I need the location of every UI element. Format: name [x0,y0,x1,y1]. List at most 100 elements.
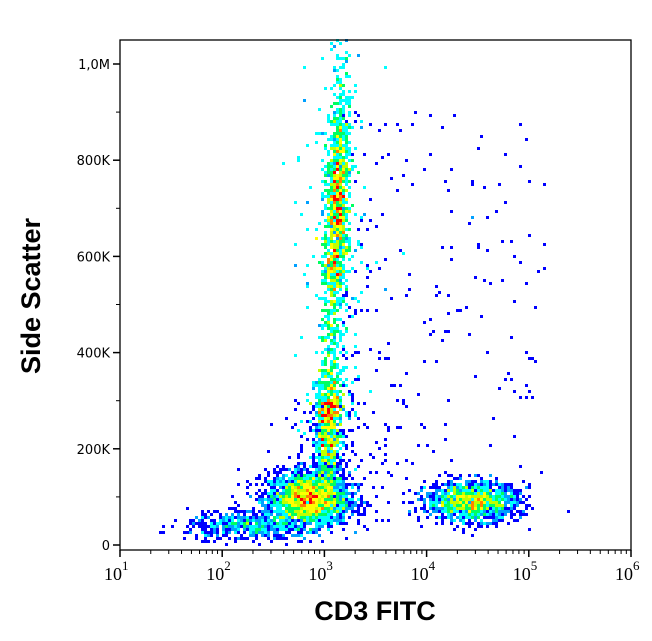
density-cell [321,459,324,462]
density-cell [342,222,345,225]
density-cell [252,513,255,516]
density-cell [327,483,330,486]
density-cell [336,504,339,507]
density-cell [276,480,279,483]
density-cell [330,342,333,345]
density-cell [462,522,465,525]
density-cell [231,522,234,525]
density-cell [360,120,363,123]
density-cell [327,174,330,177]
density-cell [279,519,282,522]
density-cell [330,258,333,261]
density-cell [321,486,324,489]
density-cell [276,492,279,495]
density-cell [336,198,339,201]
density-cell [297,507,300,510]
density-cell [351,477,354,480]
density-cell [231,525,234,528]
density-cell [330,447,333,450]
density-cell [336,372,339,375]
density-cell [324,315,327,318]
density-cell [339,447,342,450]
density-cell [348,237,351,240]
density-cell [234,507,237,510]
density-cell [348,501,351,504]
density-cell [297,489,300,492]
density-cell [285,495,288,498]
density-cell [213,522,216,525]
density-cell [321,351,324,354]
density-cell [333,243,336,246]
density-cell [540,471,543,474]
density-cell [375,471,378,474]
density-cell [327,465,330,468]
density-cell [474,501,477,504]
density-cell [450,258,453,261]
density-cell [297,477,300,480]
density-cell [264,468,267,471]
density-cell [231,507,234,510]
density-cell [342,258,345,261]
density-cell [222,528,225,531]
density-cell [321,210,324,213]
density-cell [327,414,330,417]
density-cell [270,540,273,543]
density-cell [381,213,384,216]
density-cell [360,219,363,222]
density-cell [288,495,291,498]
density-cell [342,180,345,183]
density-cell [336,261,339,264]
density-cell [267,531,270,534]
density-cell [459,477,462,480]
density-cell [285,486,288,489]
density-cell [273,489,276,492]
density-cell [270,528,273,531]
density-cell [345,162,348,165]
density-cell [327,438,330,441]
density-cell [438,498,441,501]
density-cell [249,528,252,531]
density-cell [246,492,249,495]
density-cell [234,522,237,525]
density-cell [246,519,249,522]
density-cell [270,495,273,498]
density-cell [345,177,348,180]
density-cell [420,507,423,510]
density-cell [339,243,342,246]
density-cell [450,495,453,498]
density-cell [162,531,165,534]
density-cell [405,294,408,297]
density-cell [312,453,315,456]
density-cell [321,399,324,402]
density-cell [342,393,345,396]
density-cell [279,507,282,510]
density-cell [330,510,333,513]
density-cell [354,411,357,414]
density-cell [306,501,309,504]
density-cell [330,435,333,438]
density-cell [339,501,342,504]
density-cell [450,210,453,213]
density-cell [285,525,288,528]
density-cell [330,504,333,507]
density-cell [321,465,324,468]
density-cell [351,396,354,399]
density-cell [324,522,327,525]
density-cell [351,483,354,486]
density-cell [468,489,471,492]
density-cell [330,303,333,306]
density-cell [342,195,345,198]
density-cell [327,411,330,414]
density-cell [405,405,408,408]
density-cell [309,456,312,459]
density-cell [306,393,309,396]
density-cell [315,228,318,231]
density-cell [399,384,402,387]
density-cell [492,510,495,513]
density-cell [414,492,417,495]
density-cell [312,423,315,426]
density-cell [330,348,333,351]
density-cell [429,492,432,495]
density-cell [510,504,513,507]
density-cell [330,267,333,270]
